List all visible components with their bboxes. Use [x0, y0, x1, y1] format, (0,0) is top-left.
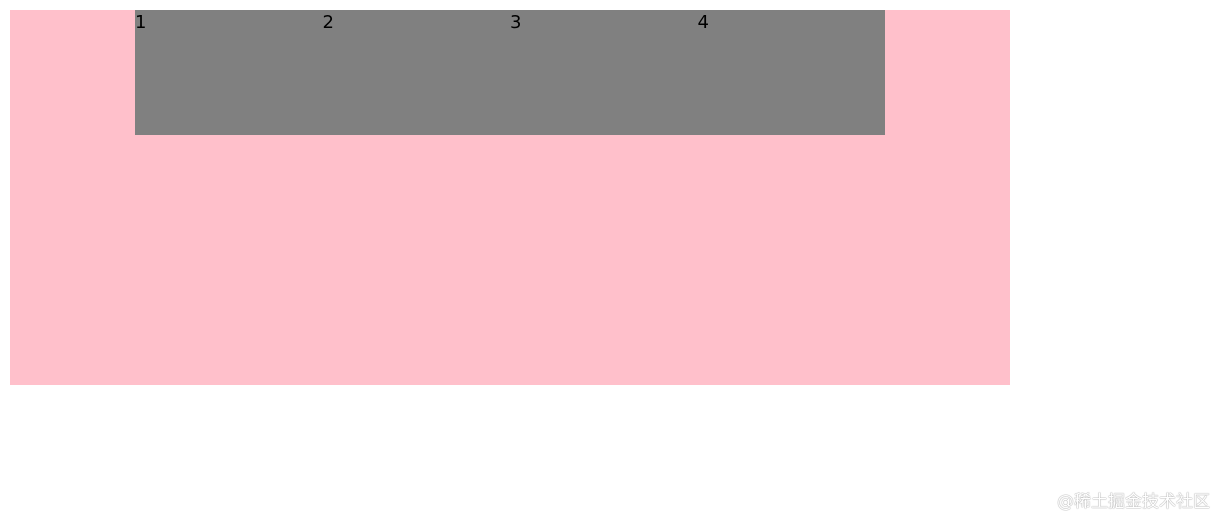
flex-item-1: 1 [135, 12, 147, 33]
pink-container: 1 2 3 4 [10, 10, 1010, 385]
watermark: @稀土掘金技术社区 [1057, 492, 1210, 512]
flex-item-2: 2 [322, 12, 334, 33]
flex-item-4: 4 [697, 12, 709, 33]
flex-item-3: 3 [510, 12, 522, 33]
gray-flex-container: 1 2 3 4 [135, 10, 885, 135]
